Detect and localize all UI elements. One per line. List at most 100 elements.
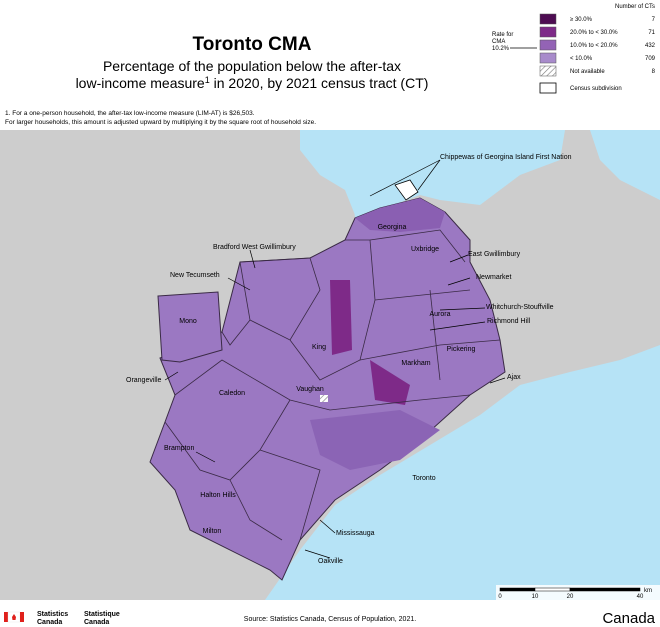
flag xyxy=(20,612,24,622)
scale-segment xyxy=(534,587,571,592)
footnote: For larger households, this amount is ad… xyxy=(5,119,316,126)
boundary xyxy=(174,359,471,411)
legend-swatch xyxy=(539,65,557,77)
boundary xyxy=(259,449,321,541)
superscript: 1 xyxy=(205,75,210,85)
place-label: Whitchurch-Stouffville xyxy=(486,304,554,311)
place-label: Markham xyxy=(401,360,430,367)
scale-tick-label: 40 xyxy=(637,594,644,600)
place-label: King xyxy=(312,344,326,351)
subdivision-swatch xyxy=(539,82,557,94)
scale-bg xyxy=(496,585,660,600)
lake-simcoe xyxy=(350,160,440,218)
mono-area xyxy=(157,291,223,363)
place-label: Richmond Hill xyxy=(487,318,531,325)
island xyxy=(394,179,419,201)
legend-label: Not available xyxy=(570,69,605,75)
footer-bg xyxy=(0,600,660,627)
place-label: New Tecumseth xyxy=(170,272,220,279)
place-label: Toronto xyxy=(412,475,435,482)
leader xyxy=(304,549,331,559)
leader xyxy=(439,307,486,311)
place-label: Mississauga xyxy=(336,530,375,537)
boundary xyxy=(239,257,321,341)
georgina-shore xyxy=(355,198,445,232)
place-label: Newmarket xyxy=(476,274,511,281)
king-ct xyxy=(330,280,352,355)
subtitle: low-income measure1 in 2020, by 2021 cen… xyxy=(76,75,429,91)
subdivision-label: Census subdivision xyxy=(570,86,622,92)
place-label: Halton Hills xyxy=(200,492,236,499)
agency: Statistics xyxy=(37,611,68,618)
legend-label: 10.0% to < 20.0% xyxy=(570,43,618,49)
legend-label: < 10.0% xyxy=(570,56,593,62)
legend-swatch xyxy=(539,39,557,51)
legend-label: ≥ 30.0% xyxy=(570,17,593,23)
subtitle-part: low-income measure xyxy=(76,75,205,91)
legend-count: 7 xyxy=(652,17,656,23)
scale-segment xyxy=(569,587,641,592)
place-label: East Gwillimbury xyxy=(468,251,521,258)
leader xyxy=(429,321,486,331)
legend-count: 432 xyxy=(645,43,656,49)
title: Toronto CMA xyxy=(193,34,312,55)
place-label: Georgina xyxy=(378,224,407,231)
place-label: Aurora xyxy=(429,311,450,318)
rate-label: 10.2% xyxy=(492,46,510,52)
boundary xyxy=(221,261,251,346)
subtitle: Percentage of the population below the a… xyxy=(103,58,401,74)
scale-unit: km xyxy=(644,588,652,594)
leader xyxy=(319,519,336,534)
place-label: Pickering xyxy=(447,346,476,353)
place-label: Chippewas of Georgina Island First Natio… xyxy=(440,154,572,161)
agency: Canada xyxy=(84,619,109,626)
flag xyxy=(4,612,8,622)
leader xyxy=(489,377,506,384)
legend-header: Number of CTs xyxy=(615,4,655,10)
place-label: Vaughan xyxy=(296,386,324,393)
wordmark: Canada xyxy=(602,610,655,627)
footer: Statistics Canada Statistique Canada Sou… xyxy=(0,600,660,627)
legend-count: 71 xyxy=(648,30,655,36)
boundary xyxy=(374,289,471,301)
leader xyxy=(249,249,256,269)
subtitle-part: in 2020, by 2021 census tract (CT) xyxy=(210,75,429,91)
legend-swatch xyxy=(539,26,557,38)
scale-tick-label: 10 xyxy=(532,594,539,600)
flag xyxy=(12,614,16,620)
source: Source: Statistics Canada, Census of Pop… xyxy=(244,616,416,623)
place-label: Mono xyxy=(179,318,197,325)
lake-ontario xyxy=(265,345,660,600)
rate-label: CMA xyxy=(492,39,505,45)
footnote: 1. For a one-person household, the after… xyxy=(5,110,255,117)
markham-ct xyxy=(370,360,410,405)
boundary xyxy=(229,479,283,541)
place-label: Brampton xyxy=(164,445,194,452)
legend-swatch xyxy=(539,13,557,25)
leader xyxy=(447,277,471,286)
water xyxy=(590,130,660,200)
map: Chippewas of Georgina Island First Natio… xyxy=(0,130,660,600)
place-label: Uxbridge xyxy=(411,246,439,253)
legend-count: 8 xyxy=(652,69,656,75)
legend-swatch xyxy=(539,52,557,64)
legend-label: 20.0% to < 30.0% xyxy=(570,30,618,36)
place-label: Bradford West Gwillimbury xyxy=(213,244,296,251)
boundary xyxy=(289,239,376,381)
place-label: Orangeville xyxy=(126,377,162,384)
place-label: Oakville xyxy=(318,558,343,565)
scale-tick-label: 20 xyxy=(567,594,574,600)
toronto-core xyxy=(310,410,440,470)
scale-segment xyxy=(499,587,536,592)
scale-tick-label: 0 xyxy=(498,594,502,600)
agency: Statistique xyxy=(84,611,120,618)
legend-count: 709 xyxy=(645,56,656,62)
agency: Canada xyxy=(37,619,62,626)
leader xyxy=(449,254,469,263)
leader xyxy=(369,159,441,197)
boundary xyxy=(359,339,501,361)
not-available xyxy=(320,395,328,402)
